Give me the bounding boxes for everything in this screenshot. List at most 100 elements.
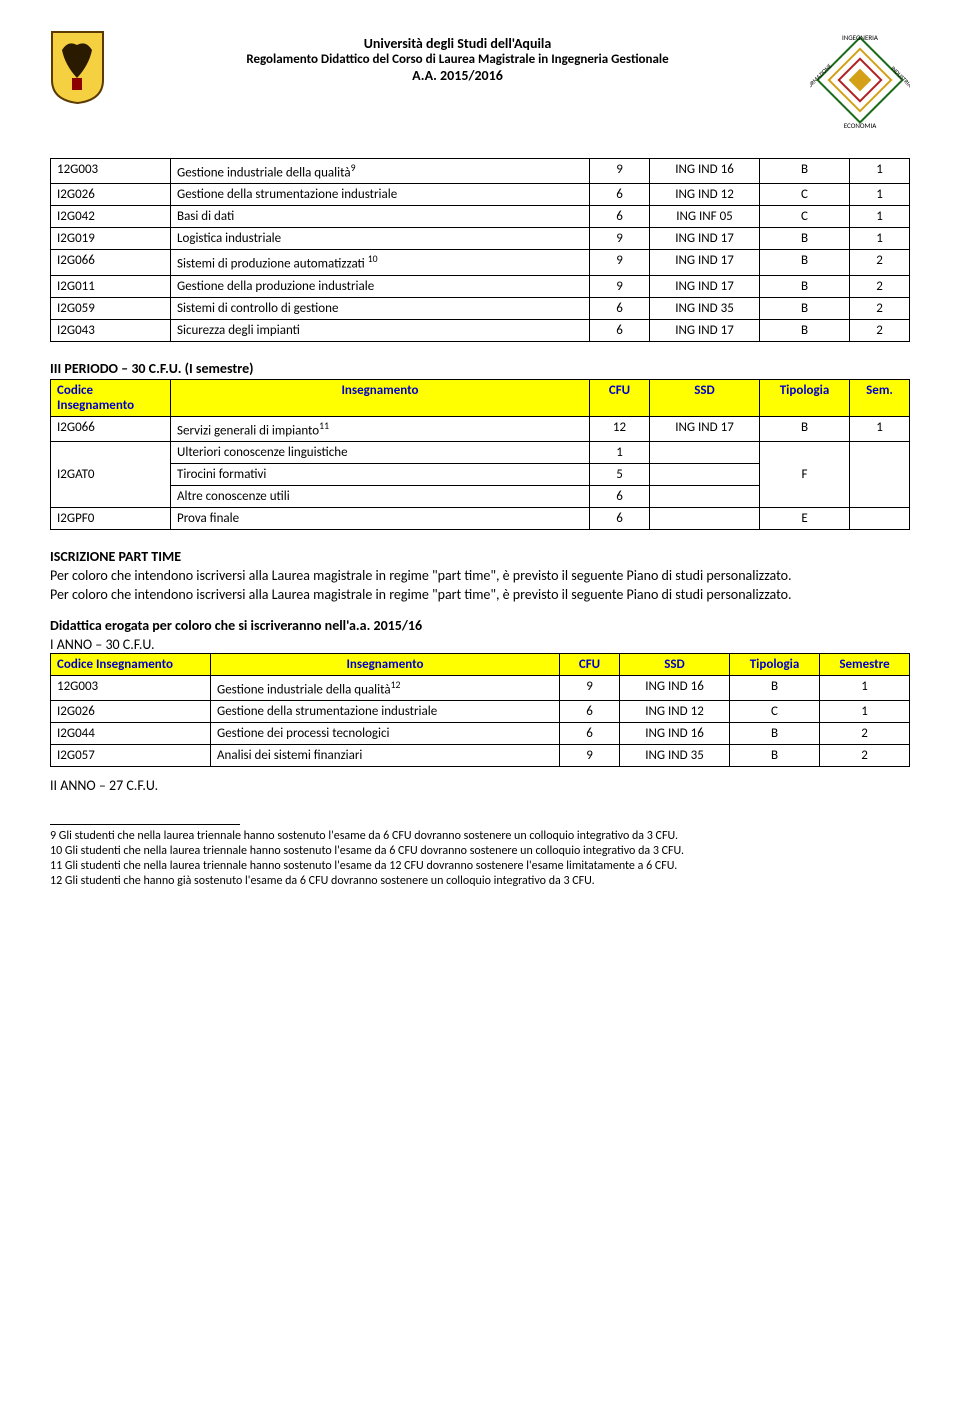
didattica-title: Didattica erogata per coloro che si iscr… [50, 617, 910, 634]
cell-code: I2GAT0 [51, 441, 171, 507]
cell-sem [850, 507, 910, 529]
cell-sem: 1 [850, 184, 910, 206]
table-row: 12G003Gestione industriale della qualità… [51, 675, 910, 700]
col-tipologia: Tipologia [730, 653, 820, 675]
cell-ssd: ING IND 16 [620, 675, 730, 700]
table-row: I2G057Analisi dei sistemi finanziari9ING… [51, 745, 910, 767]
period-3-title: III PERIODO – 30 C.F.U. (I semestre) [50, 360, 910, 377]
cell-name: Ulteriori conoscenze linguistiche [171, 441, 590, 463]
iscrizione-title: ISCRIZIONE PART TIME [50, 548, 181, 565]
table-row: 12G003Gestione industriale della qualità… [51, 159, 910, 184]
cell-name: Gestione dei processi tecnologici [211, 723, 560, 745]
table-row: I2G066Sistemi di produzione automatizzat… [51, 250, 910, 275]
table-row: I2G059Sistemi di controllo di gestione6I… [51, 297, 910, 319]
svg-text:ECONOMIA: ECONOMIA [844, 121, 878, 130]
table-header-row: Codice Insegnamento Insegnamento CFU SSD… [51, 653, 910, 675]
iscrizione-section: ISCRIZIONE PART TIME Per coloro che inte… [50, 548, 910, 603]
cell-sem: 1 [850, 416, 910, 441]
cell-sem [850, 441, 910, 507]
table-row: I2G011Gestione della produzione industri… [51, 275, 910, 297]
footnote-10: 10 Gli studenti che nella laurea trienna… [50, 844, 910, 858]
cell-tip: B [760, 228, 850, 250]
cell-tip: B [760, 297, 850, 319]
courses-table-2: Codice Insegnamento Insegnamento CFU SSD… [50, 379, 910, 530]
col-sem: Sem. [850, 379, 910, 416]
cell-sem: 1 [820, 701, 910, 723]
footnote-11: 11 Gli studenti che nella laurea trienna… [50, 859, 910, 873]
cell-cfu: 6 [590, 206, 650, 228]
cell-sem: 2 [850, 275, 910, 297]
cell-tip: B [730, 675, 820, 700]
cell-name: Sistemi di controllo di gestione [171, 297, 590, 319]
cell-name: Servizi generali di impianto11 [171, 416, 590, 441]
footnotes: 9 Gli studenti che nella laurea triennal… [50, 824, 910, 888]
cell-cfu: 6 [590, 297, 650, 319]
cell-name: Sicurezza degli impianti [171, 319, 590, 341]
table-row: I2G042Basi di dati6ING INF 05C1 [51, 206, 910, 228]
cell-cfu: 6 [560, 723, 620, 745]
cell-code: I2G043 [51, 319, 171, 341]
cell-cfu: 9 [590, 250, 650, 275]
university-name: Università degli Studi dell'Aquila [115, 35, 800, 52]
cell-cfu: 9 [560, 675, 620, 700]
col-ssd: SSD [620, 653, 730, 675]
courses-table-1: 12G003Gestione industriale della qualità… [50, 158, 910, 342]
cell-ssd [650, 507, 760, 529]
academic-year: A.A. 2015/2016 [115, 67, 800, 84]
cell-cfu: 12 [590, 416, 650, 441]
table-row: I2G066 Servizi generali di impianto11 12… [51, 416, 910, 441]
svg-text:INDUSTRIALE: INDUSTRIALE [889, 64, 910, 93]
cell-cfu: 5 [590, 463, 650, 485]
engineering-logo-icon: INGEGNERIA ECONOMIA INFORMAZIONE INDUSTR… [810, 30, 910, 130]
cell-code: 12G003 [51, 159, 171, 184]
cell-code: I2G026 [51, 184, 171, 206]
cell-cfu: 6 [590, 319, 650, 341]
cell-code: I2GPF0 [51, 507, 171, 529]
cell-cfu: 6 [590, 507, 650, 529]
col-tipologia: Tipologia [760, 379, 850, 416]
col-codice: Codice Insegnamento [51, 379, 171, 416]
table-row: I2G043Sicurezza degli impianti6ING IND 1… [51, 319, 910, 341]
footnote-12: 12 Gli studenti che hanno già sostenuto … [50, 874, 910, 888]
cell-tip: B [760, 159, 850, 184]
cell-ssd: ING IND 16 [650, 159, 760, 184]
cell-ssd [650, 463, 760, 485]
cell-sem: 2 [850, 250, 910, 275]
col-semestre: Semestre [820, 653, 910, 675]
cell-cfu: 6 [560, 701, 620, 723]
anno1-title: I ANNO – 30 C.F.U. [50, 636, 910, 653]
cell-sem: 2 [820, 723, 910, 745]
cell-name: Logistica industriale [171, 228, 590, 250]
table-row: I2GAT0 Ulteriori conoscenze linguistiche… [51, 441, 910, 463]
col-cfu: CFU [590, 379, 650, 416]
table-header-row: Codice Insegnamento Insegnamento CFU SSD… [51, 379, 910, 416]
cell-ssd: ING IND 17 [650, 275, 760, 297]
cell-tip: C [730, 701, 820, 723]
cell-name: Gestione industriale della qualità12 [211, 675, 560, 700]
cell-tip: B [760, 416, 850, 441]
table-row: I2G019Logistica industriale9ING IND 17B1 [51, 228, 910, 250]
col-insegnamento: Insegnamento [211, 653, 560, 675]
cell-name: Gestione della strumentazione industrial… [211, 701, 560, 723]
cell-cfu: 9 [590, 275, 650, 297]
cell-name: Altre conoscenze utili [171, 485, 590, 507]
cell-sem: 1 [850, 228, 910, 250]
courses-table-3: Codice Insegnamento Insegnamento CFU SSD… [50, 653, 910, 767]
cell-cfu: 9 [590, 159, 650, 184]
col-codice: Codice Insegnamento [51, 653, 211, 675]
page-header: Università degli Studi dell'Aquila Regol… [50, 30, 910, 130]
cell-sem: 1 [850, 159, 910, 184]
cell-cfu: 6 [590, 184, 650, 206]
cell-ssd: ING IND 16 [620, 723, 730, 745]
iscrizione-p1: Per coloro che intendono iscriversi alla… [50, 567, 910, 584]
cell-cfu: 1 [590, 441, 650, 463]
cell-tip: B [760, 250, 850, 275]
cell-name: Prova finale [171, 507, 590, 529]
cell-name: Gestione industriale della qualità9 [171, 159, 590, 184]
cell-cfu: 9 [560, 745, 620, 767]
cell-ssd: ING IND 35 [650, 297, 760, 319]
table-row: I2G026Gestione della strumentazione indu… [51, 184, 910, 206]
cell-sem: 1 [820, 675, 910, 700]
cell-name: Sistemi di produzione automatizzati 10 [171, 250, 590, 275]
table-row: I2G044Gestione dei processi tecnologici6… [51, 723, 910, 745]
